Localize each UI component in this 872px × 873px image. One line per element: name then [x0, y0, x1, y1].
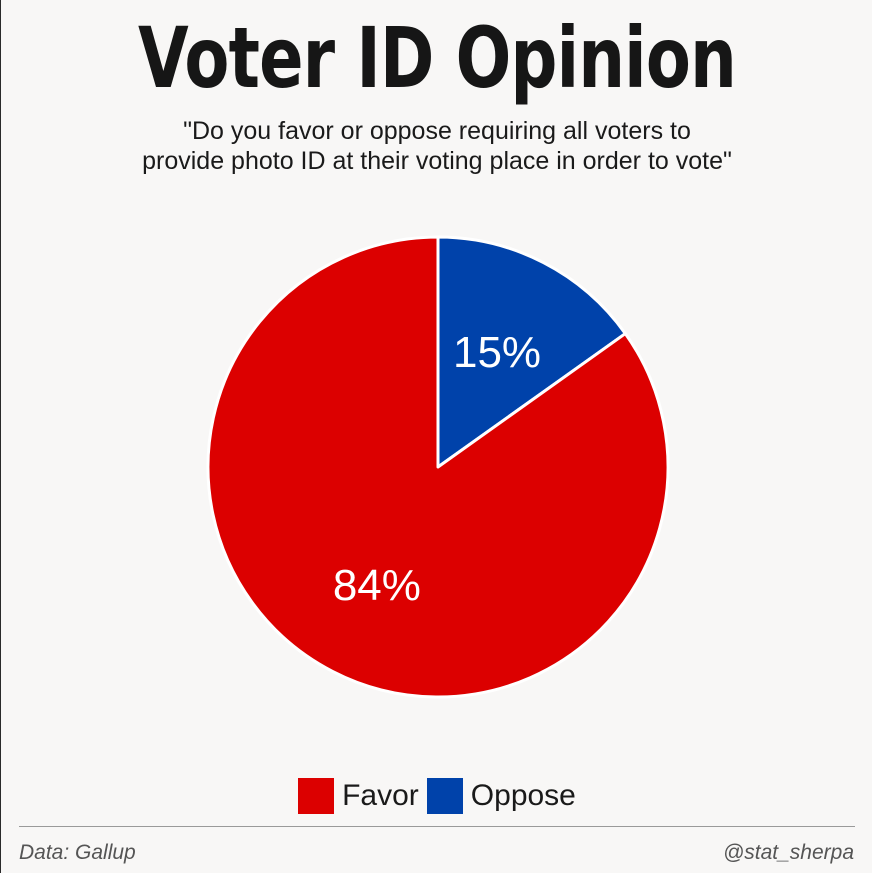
legend-label-favor: Favor: [342, 779, 419, 812]
legend-item-favor: Favor: [298, 778, 419, 814]
subtitle-line-1: "Do you favor or oppose requiring all vo…: [183, 117, 691, 145]
chart-subtitle: "Do you favor or oppose requiring all vo…: [1, 116, 872, 176]
pie-label-oppose: 15%: [453, 328, 541, 377]
subtitle-line-2: provide photo ID at their voting place i…: [142, 147, 732, 175]
pie-labels: 15% 84%: [333, 328, 541, 610]
legend-item-oppose: Oppose: [426, 778, 576, 814]
pie-label-favor: 84%: [333, 561, 421, 610]
data-source: Data: Gallup: [19, 841, 136, 864]
legend: Favor Oppose: [1, 778, 872, 814]
pie-slices: [206, 235, 670, 699]
footer-divider: [19, 826, 855, 827]
author-handle: @stat_sherpa: [722, 841, 854, 864]
chart-title: Voter ID Opinion: [138, 9, 737, 107]
pie-slice-favor: [206, 235, 670, 699]
legend-label-oppose: Oppose: [470, 779, 576, 812]
legend-swatch-oppose: [426, 778, 463, 814]
legend-swatch-favor: [298, 778, 335, 814]
pie-slice-oppose: [436, 235, 627, 469]
